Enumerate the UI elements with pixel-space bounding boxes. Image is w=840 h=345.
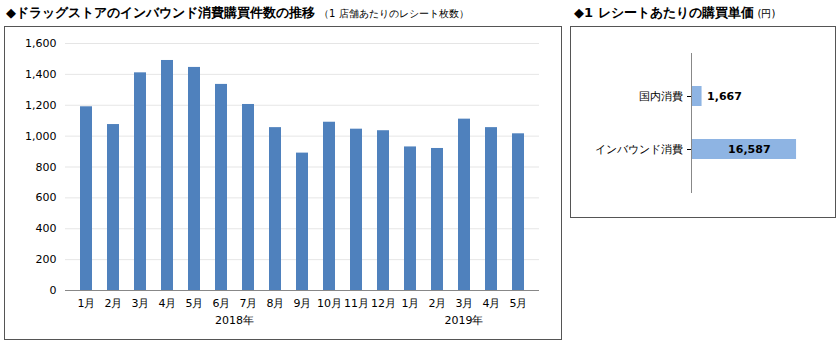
svg-text:4月: 4月 <box>483 297 501 310</box>
svg-text:9月: 9月 <box>294 297 312 310</box>
svg-text:7月: 7月 <box>240 297 258 310</box>
svg-text:1,200: 1,200 <box>25 99 57 112</box>
svg-text:インバウンド消費: インバウンド消費 <box>595 143 683 156</box>
svg-text:4月: 4月 <box>159 297 177 310</box>
svg-text:800: 800 <box>36 161 57 174</box>
svg-text:2月: 2月 <box>429 297 447 310</box>
svg-text:1,667: 1,667 <box>707 90 742 103</box>
svg-text:3月: 3月 <box>132 297 150 310</box>
svg-text:5月: 5月 <box>186 297 204 310</box>
html-text:◆ドラッグストアのインバウンド消費購買件数の推移 （1 店舗: ◆ドラッグストアのインバウンド消費購買件数の推移 （1 店舗あたりのレシート枚数… <box>6 5 469 20</box>
svg-text:2月: 2月 <box>105 297 123 310</box>
svg-text:国内消費: 国内消費 <box>639 90 683 103</box>
svg-text:0: 0 <box>50 284 57 297</box>
svg-text:1,000: 1,000 <box>25 130 57 143</box>
svg-text:6月: 6月 <box>213 297 231 310</box>
svg-text:200: 200 <box>36 253 57 266</box>
svg-text:1月: 1月 <box>402 297 420 310</box>
svg-text:8月: 8月 <box>267 297 285 310</box>
svg-text:2019年: 2019年 <box>445 314 484 327</box>
svg-text:600: 600 <box>36 191 57 204</box>
svg-text:5月: 5月 <box>510 297 528 310</box>
svg-text:10月: 10月 <box>317 297 342 310</box>
svg-text:16,587: 16,587 <box>728 143 770 156</box>
svg-text:3月: 3月 <box>456 297 474 310</box>
svg-text:400: 400 <box>36 222 57 235</box>
svg-text:1月: 1月 <box>78 297 96 310</box>
svg-text:1,600: 1,600 <box>25 37 57 50</box>
svg-text:2018年: 2018年 <box>215 314 254 327</box>
svg-text:11月: 11月 <box>344 297 369 310</box>
svg-text:12月: 12月 <box>371 297 396 310</box>
svg-text:1,400: 1,400 <box>25 68 57 81</box>
html-text:◆1 レシートあたりの購買単価 (円): ◆1 レシートあたりの購買単価 (円) <box>574 5 776 20</box>
